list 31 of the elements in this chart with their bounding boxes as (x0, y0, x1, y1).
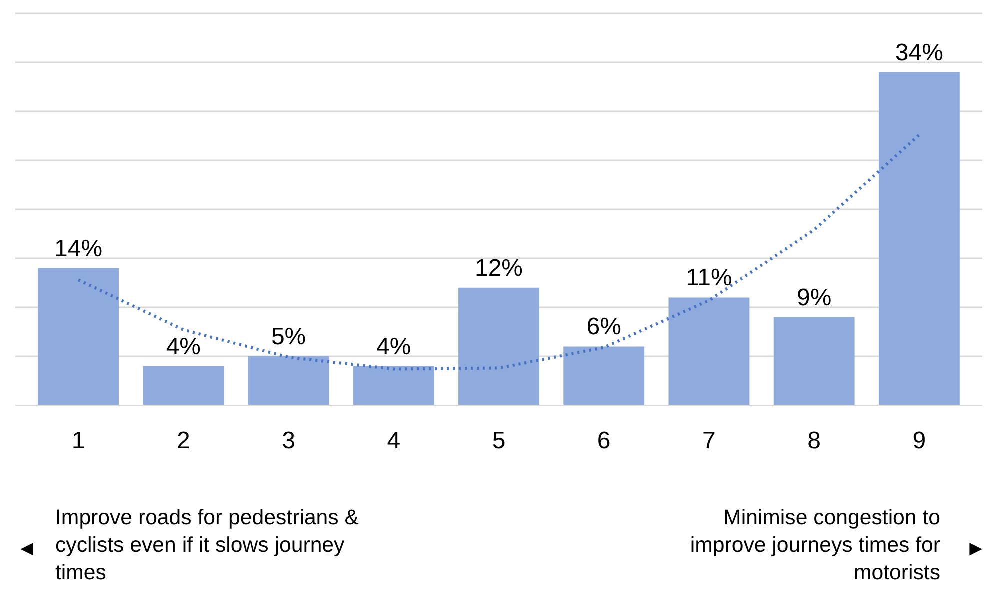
data-label: 9% (796, 284, 832, 312)
text: ► (966, 536, 987, 560)
bar (353, 366, 434, 406)
text: ◄ (16, 536, 38, 560)
bar (878, 72, 960, 406)
x-tick-label: 8 (808, 428, 822, 454)
bar (564, 346, 645, 406)
data-label: 11% (686, 264, 732, 292)
bar (248, 356, 330, 406)
x-tick-label: 5 (492, 428, 506, 454)
bar (774, 317, 855, 406)
text: Minimise congestion to improve journeys times for motorists (690, 506, 941, 585)
x-tick-label: 3 (282, 428, 296, 454)
x-tick-label: 4 (387, 428, 401, 454)
x-tick-label: 9 (912, 428, 926, 454)
bar (143, 366, 224, 406)
data-label: 4% (376, 333, 412, 360)
text: Improve roads for pedestrians & cyclists even if it slows journey times (56, 506, 359, 585)
x-tick-label: 6 (597, 428, 611, 454)
bar (668, 298, 750, 406)
x-tick-label: 2 (177, 428, 190, 454)
x-tick-label: 7 (702, 428, 716, 454)
bar (38, 268, 120, 406)
x-tick-label: 1 (72, 428, 86, 454)
data-label: 14% (54, 235, 103, 262)
data-label: 6% (586, 314, 622, 341)
data-label: 5% (271, 324, 306, 350)
bar (458, 288, 540, 406)
data-label: 4% (166, 333, 202, 360)
data-label: 34% (895, 39, 944, 66)
data-label: 12% (474, 254, 524, 282)
